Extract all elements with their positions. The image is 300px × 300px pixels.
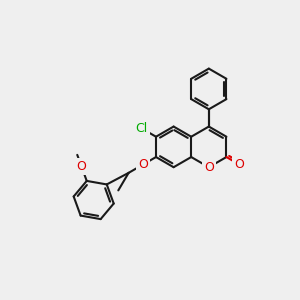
- Text: O: O: [204, 161, 214, 174]
- Text: Cl: Cl: [136, 122, 148, 135]
- Text: O: O: [77, 160, 86, 173]
- Text: O: O: [138, 158, 148, 171]
- Text: O: O: [235, 158, 244, 171]
